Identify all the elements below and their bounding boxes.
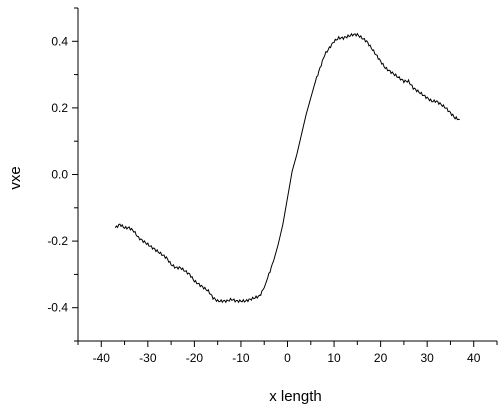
- y-tick-label: 0.2: [51, 101, 68, 115]
- x-tick-label: 20: [374, 351, 388, 365]
- y-tick-label: 0.0: [51, 168, 68, 182]
- x-tick-label: -40: [93, 351, 111, 365]
- x-tick-label: 40: [467, 351, 481, 365]
- y-tick-label: -0.4: [47, 301, 68, 315]
- y-tick-label: 0.4: [51, 34, 68, 48]
- series-group: [114, 32, 460, 304]
- y-tick-label: -0.2: [47, 234, 68, 248]
- x-tick-label: 0: [284, 351, 291, 365]
- x-axis-title: x length: [269, 388, 322, 405]
- x-tick-label: -20: [186, 351, 204, 365]
- ticks: [72, 7, 498, 347]
- axes: [77, 8, 497, 342]
- x-tick-label: -30: [139, 351, 157, 365]
- y-axis-title: vxe: [7, 166, 24, 189]
- x-tick-label: 10: [327, 351, 341, 365]
- x-tick-label: -10: [232, 351, 250, 365]
- series-line: [114, 32, 460, 304]
- tick-labels: -40 -30 -20 -10 0 10 20 30 40 -0.4 -0.2 0.0 0.2 0.4: [47, 34, 480, 365]
- x-tick-label: 30: [420, 351, 434, 365]
